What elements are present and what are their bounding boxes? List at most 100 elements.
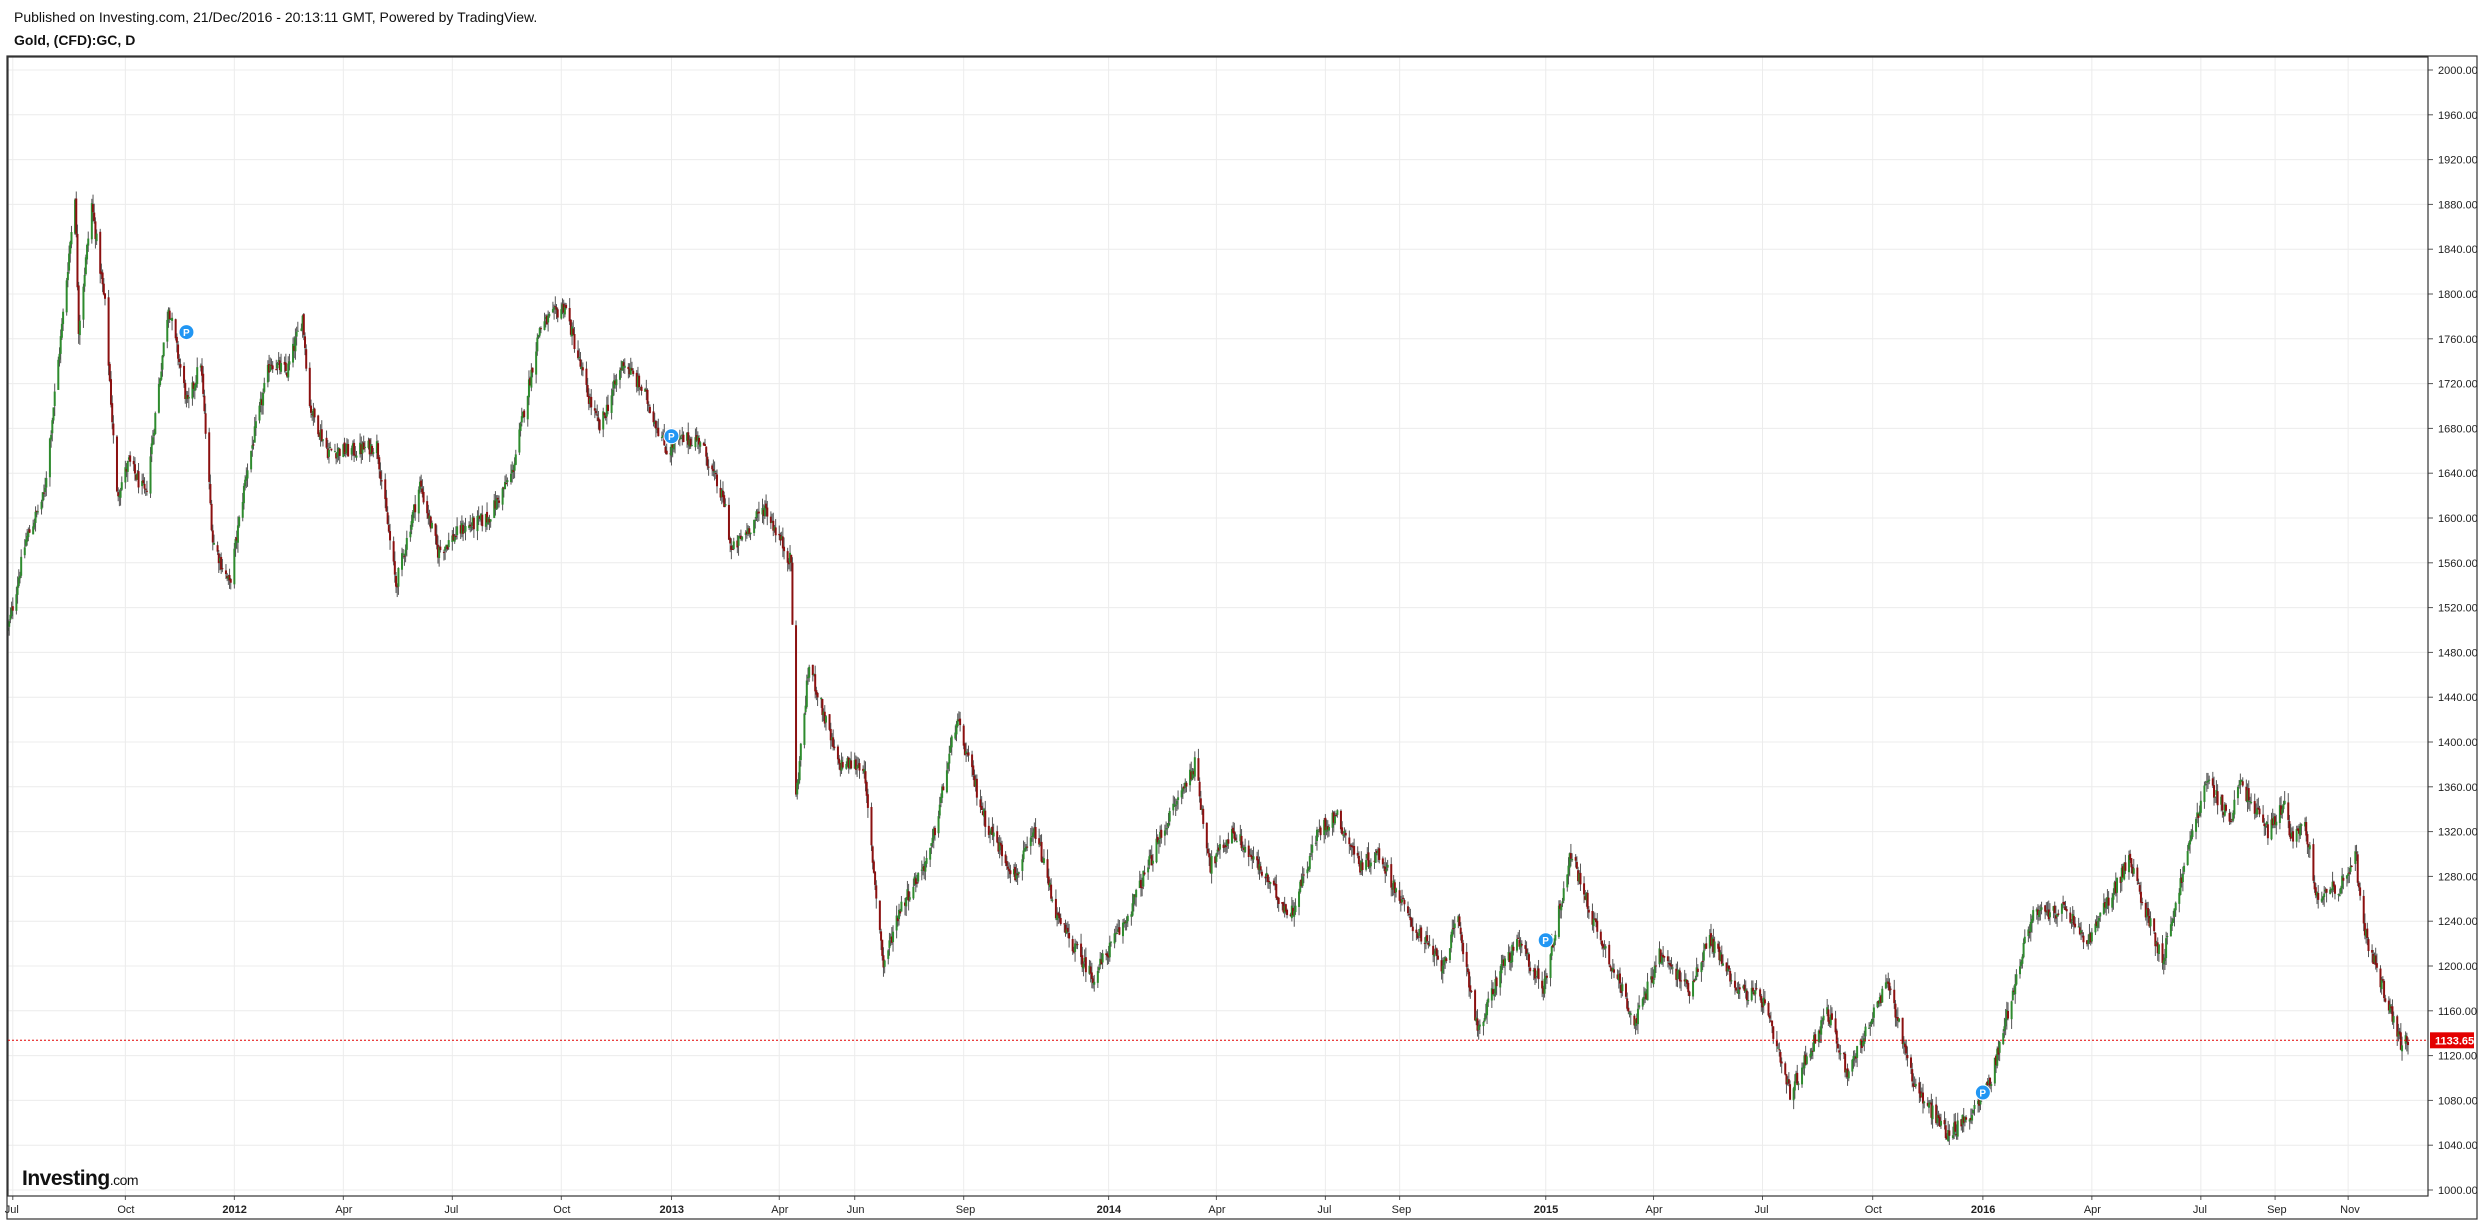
candle-up — [737, 535, 740, 546]
candle-up — [690, 445, 693, 447]
candle-down — [293, 346, 296, 351]
x-tick-label: Jul — [1317, 1204, 1331, 1216]
candle-down — [203, 395, 206, 412]
candle-up — [2295, 829, 2298, 842]
candle-down — [1551, 941, 1554, 948]
candle-down — [915, 882, 918, 884]
candle-up — [678, 436, 681, 440]
candle-down — [201, 365, 204, 376]
candle-up — [1051, 899, 1054, 901]
candle-up — [1451, 929, 1454, 937]
candle-down — [1223, 846, 1226, 848]
candle-up — [1493, 994, 1496, 997]
candle-down — [426, 501, 429, 514]
candle-down — [1411, 926, 1414, 932]
candle-down — [186, 394, 189, 399]
candle-down — [2054, 915, 2057, 919]
candle-down — [478, 516, 481, 519]
candle-down — [999, 842, 1002, 846]
candle-up — [1972, 1109, 1975, 1114]
candle-down — [823, 711, 826, 724]
candle-up — [1914, 1083, 1917, 1087]
candle-up — [344, 451, 347, 454]
candle-up — [1294, 905, 1297, 913]
candle-down — [1814, 1034, 1817, 1044]
candle-down — [1264, 876, 1267, 879]
candle-up — [369, 444, 372, 453]
candle-up — [199, 365, 202, 368]
candle-up — [2022, 942, 2025, 958]
candle-up — [807, 676, 810, 679]
candle-up — [653, 421, 656, 424]
candle-down — [1224, 844, 1227, 848]
candle-down — [2289, 833, 2292, 839]
candle-up — [925, 858, 928, 864]
candle-down — [1468, 971, 1471, 988]
candle-down — [2222, 812, 2225, 816]
candle-down — [2314, 887, 2317, 896]
candle-up — [1428, 944, 1431, 946]
candle-down — [781, 536, 784, 549]
candle-down — [1050, 884, 1053, 899]
candle-up — [1417, 933, 1420, 936]
candle-down — [1349, 845, 1352, 847]
candle-up — [744, 532, 747, 535]
candle-up — [924, 861, 927, 872]
candle-down — [92, 204, 95, 213]
candle-down — [962, 725, 965, 746]
candle-down — [1081, 955, 1084, 968]
candle-up — [2018, 966, 2021, 975]
candle-down — [1341, 827, 1344, 835]
candle-down — [1289, 914, 1292, 917]
candle-up — [23, 547, 26, 556]
candle-down — [586, 384, 589, 397]
candle-down — [318, 432, 321, 437]
candle-up — [1126, 915, 1129, 922]
candle-down — [1759, 989, 1762, 997]
candle-down — [283, 361, 286, 365]
candle-down — [1319, 827, 1322, 836]
candle-up — [1021, 859, 1024, 871]
candle-down — [896, 917, 899, 922]
candle-up — [295, 332, 298, 337]
candle-up — [493, 500, 496, 518]
candle-down — [2407, 1041, 2410, 1046]
candle-down — [1300, 879, 1303, 887]
candle-down — [833, 746, 836, 749]
candle-down — [2156, 942, 2159, 954]
candle-up — [254, 421, 257, 429]
x-tick-label: Jul — [1755, 1204, 1769, 1216]
candle-down — [864, 771, 867, 784]
candle-up — [656, 428, 659, 430]
candle-up — [551, 309, 554, 313]
candle-down — [235, 537, 238, 541]
candle-up — [856, 766, 859, 769]
candle-down — [2307, 844, 2310, 848]
candle-up — [2127, 855, 2130, 873]
candle-down — [632, 370, 635, 375]
candle-up — [1744, 989, 1747, 992]
candle-up — [51, 420, 54, 434]
candle-up — [363, 446, 366, 449]
candle-down — [832, 737, 835, 747]
candle-up — [639, 388, 642, 390]
candle-down — [762, 509, 765, 516]
candle-down — [972, 765, 975, 776]
candle-up — [1568, 853, 1571, 868]
candle-up — [2046, 911, 2049, 913]
candle-down — [2180, 877, 2183, 883]
candle-up — [1311, 844, 1314, 853]
candle-up — [1318, 829, 1321, 831]
candle-up — [686, 432, 689, 441]
y-tick-label: 1640.00 — [2438, 468, 2478, 480]
candle-up — [1157, 840, 1160, 844]
candle-up — [1135, 889, 1138, 898]
candle-down — [439, 546, 442, 551]
candle-up — [741, 536, 744, 540]
candle-up — [2220, 796, 2223, 805]
candle-up — [2304, 822, 2307, 827]
candle-up — [1172, 803, 1175, 811]
candle-down — [1775, 1039, 1778, 1047]
candle-down — [1624, 983, 1627, 997]
